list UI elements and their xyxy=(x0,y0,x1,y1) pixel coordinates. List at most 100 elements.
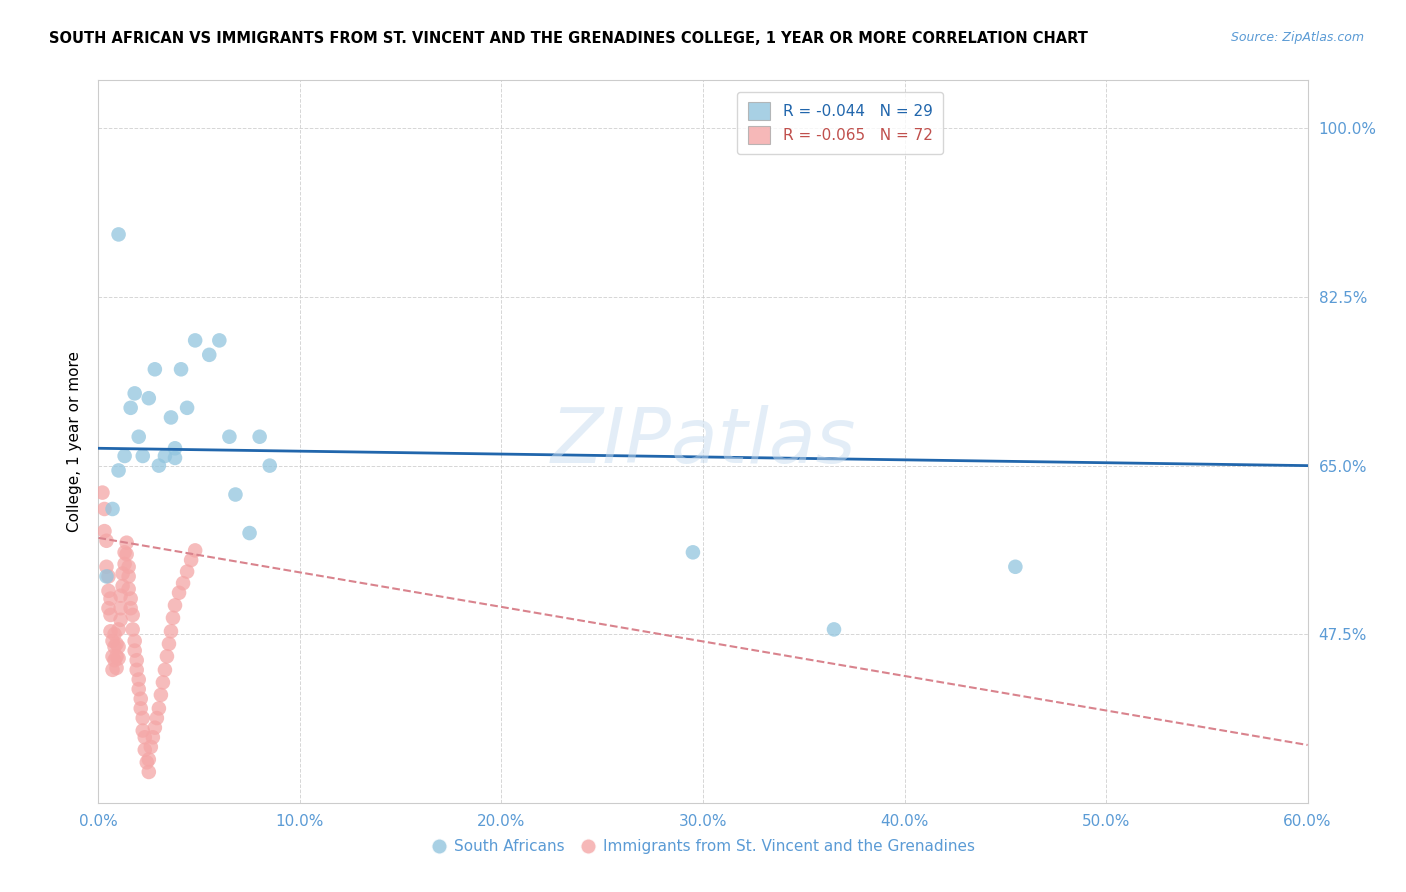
Point xyxy=(115,547,138,561)
Point xyxy=(120,601,142,615)
Point xyxy=(143,721,166,735)
Point xyxy=(1004,559,1026,574)
Point xyxy=(134,731,156,745)
Point xyxy=(129,701,152,715)
Point xyxy=(167,586,190,600)
Point xyxy=(148,701,170,715)
Point xyxy=(128,682,150,697)
Point xyxy=(184,334,207,348)
Point xyxy=(138,752,160,766)
Y-axis label: College, 1 year or more: College, 1 year or more xyxy=(67,351,83,532)
Point xyxy=(148,458,170,473)
Point xyxy=(143,362,166,376)
Text: SOUTH AFRICAN VS IMMIGRANTS FROM ST. VINCENT AND THE GRENADINES COLLEGE, 1 YEAR : SOUTH AFRICAN VS IMMIGRANTS FROM ST. VIN… xyxy=(49,31,1088,46)
Point xyxy=(103,653,125,667)
Point xyxy=(101,663,124,677)
Point xyxy=(121,623,143,637)
Point xyxy=(105,637,128,651)
Point xyxy=(97,583,120,598)
Point xyxy=(125,663,148,677)
Point xyxy=(100,624,122,639)
Point xyxy=(184,543,207,558)
Point xyxy=(134,743,156,757)
Point xyxy=(110,613,132,627)
Point xyxy=(149,688,172,702)
Point xyxy=(101,502,124,516)
Point xyxy=(93,502,115,516)
Point xyxy=(128,430,150,444)
Point xyxy=(114,557,136,571)
Point xyxy=(138,391,160,405)
Point xyxy=(114,545,136,559)
Point xyxy=(100,591,122,606)
Point xyxy=(103,627,125,641)
Point xyxy=(163,599,186,613)
Point xyxy=(96,533,118,548)
Point xyxy=(139,739,162,754)
Point xyxy=(132,723,155,738)
Point xyxy=(118,559,141,574)
Point xyxy=(97,569,120,583)
Point xyxy=(239,526,262,541)
Point xyxy=(120,591,142,606)
Point xyxy=(198,348,221,362)
Point xyxy=(125,653,148,667)
Point xyxy=(124,634,146,648)
Point xyxy=(138,764,160,779)
Point xyxy=(110,601,132,615)
Point xyxy=(162,611,184,625)
Point xyxy=(224,487,246,501)
Point xyxy=(218,430,240,444)
Point xyxy=(97,601,120,615)
Point xyxy=(160,624,183,639)
Point xyxy=(132,449,155,463)
Point xyxy=(128,673,150,687)
Legend: South Africans, Immigrants from St. Vincent and the Grenadines: South Africans, Immigrants from St. Vinc… xyxy=(425,833,981,860)
Point xyxy=(135,756,157,770)
Point xyxy=(101,634,124,648)
Text: Source: ZipAtlas.com: Source: ZipAtlas.com xyxy=(1230,31,1364,45)
Point xyxy=(101,649,124,664)
Point xyxy=(107,640,129,654)
Point xyxy=(110,589,132,603)
Point xyxy=(105,661,128,675)
Point xyxy=(146,711,169,725)
Point xyxy=(172,576,194,591)
Point xyxy=(163,450,186,465)
Point xyxy=(114,449,136,463)
Point xyxy=(152,675,174,690)
Point xyxy=(93,524,115,538)
Point xyxy=(132,711,155,725)
Point xyxy=(160,410,183,425)
Point xyxy=(118,582,141,596)
Point xyxy=(103,640,125,654)
Point xyxy=(170,362,193,376)
Point xyxy=(180,553,202,567)
Point xyxy=(115,535,138,549)
Point xyxy=(111,566,134,581)
Text: ZIPatlas: ZIPatlas xyxy=(550,405,856,478)
Point xyxy=(156,649,179,664)
Point xyxy=(142,731,165,745)
Point xyxy=(124,386,146,401)
Point xyxy=(682,545,704,559)
Point xyxy=(96,569,118,583)
Point xyxy=(129,691,152,706)
Point xyxy=(120,401,142,415)
Point xyxy=(153,663,176,677)
Point xyxy=(153,449,176,463)
Point xyxy=(107,623,129,637)
Point xyxy=(100,607,122,622)
Point xyxy=(121,607,143,622)
Point xyxy=(163,442,186,456)
Point xyxy=(176,565,198,579)
Point xyxy=(259,458,281,473)
Point xyxy=(107,227,129,242)
Point xyxy=(111,579,134,593)
Point xyxy=(96,559,118,574)
Point xyxy=(107,463,129,477)
Point xyxy=(823,623,845,637)
Point xyxy=(157,637,180,651)
Point xyxy=(208,334,231,348)
Point xyxy=(249,430,271,444)
